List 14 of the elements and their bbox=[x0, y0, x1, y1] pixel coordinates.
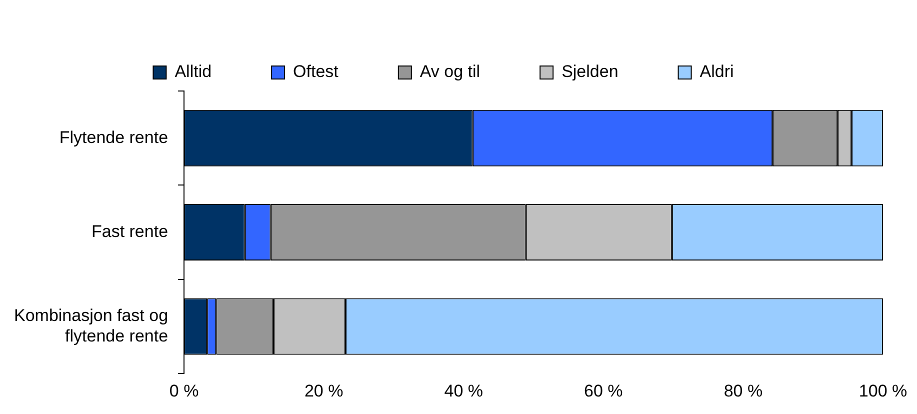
legend-label: Sjelden bbox=[562, 62, 618, 82]
legend-label: Alltid bbox=[174, 62, 212, 82]
x-tick-label: 40 % bbox=[444, 381, 483, 400]
y-tick-label: Flytende rente bbox=[59, 128, 168, 147]
x-tick-label: 60 % bbox=[584, 381, 623, 400]
legend-label: Oftest bbox=[293, 62, 339, 82]
legend-label: Aldri bbox=[700, 62, 734, 82]
x-tick-label: 100 % bbox=[858, 381, 908, 400]
x-tick-label: 0 % bbox=[169, 381, 199, 400]
y-tick-label: Kombinasjon fast og flytende rente bbox=[14, 306, 168, 346]
x-tick-label: 80 % bbox=[724, 381, 763, 400]
y-tick-label: Fast rente bbox=[91, 222, 168, 241]
legend-label: Av og til bbox=[420, 62, 480, 82]
x-tick-label: 20 % bbox=[304, 381, 344, 400]
